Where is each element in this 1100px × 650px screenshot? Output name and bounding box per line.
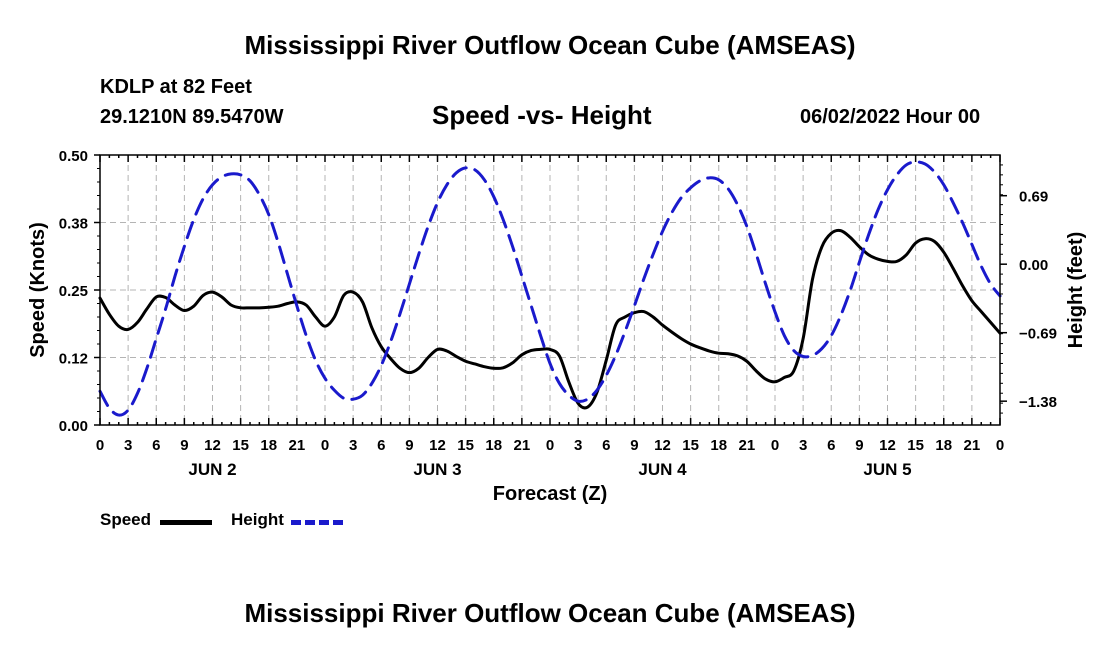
chart-main-title: Mississippi River Outflow Ocean Cube (AM…	[244, 30, 856, 60]
y-axis-right-label: Height (feet)	[1065, 232, 1087, 349]
station-label: KDLP at 82 Feet	[100, 76, 252, 98]
x-tick-label: 18	[935, 437, 952, 454]
day-label: JUN 5	[863, 460, 911, 479]
x-tick-label: 21	[514, 437, 531, 454]
series-layer	[98, 160, 1002, 417]
x-tick-label: 12	[654, 437, 671, 454]
x-tick-label: 6	[827, 437, 835, 454]
day-label: JUN 4	[638, 460, 687, 479]
speed-series-line	[98, 228, 1002, 410]
x-tick-label: 9	[180, 437, 188, 454]
y-left-tick-label: 0.00	[59, 418, 88, 435]
legend-height-label: Height	[231, 510, 284, 529]
x-tick-label: 18	[710, 437, 727, 454]
grid	[100, 155, 1000, 425]
y-left-tick-label: 0.50	[59, 148, 88, 165]
chart-subtitle: Speed -vs- Height	[432, 100, 652, 130]
x-tick-label: 9	[855, 437, 863, 454]
x-tick-label: 3	[799, 437, 807, 454]
height-series-line	[98, 160, 1002, 417]
x-tick-label: 21	[739, 437, 756, 454]
y-right-tick-label: 0.69	[1019, 189, 1048, 206]
y-right-tick-label: 0.00	[1019, 257, 1048, 274]
x-tick-label: 0	[321, 437, 329, 454]
x-tick-label: 12	[879, 437, 896, 454]
x-tick-label: 15	[907, 437, 924, 454]
x-tick-label: 0	[96, 437, 104, 454]
station-coordinates: 29.1210N 89.5470W	[100, 106, 284, 128]
x-tick-label: 9	[630, 437, 638, 454]
x-tick-label: 3	[124, 437, 132, 454]
day-label: JUN 3	[413, 460, 461, 479]
x-tick-label: 3	[349, 437, 357, 454]
x-tick-label: 18	[485, 437, 502, 454]
legend-height-swatch	[291, 520, 343, 525]
x-tick-label: 15	[232, 437, 249, 454]
x-tick-label: 0	[771, 437, 779, 454]
x-tick-label: 0	[546, 437, 554, 454]
y-left-tick-label: 0.12	[59, 351, 88, 368]
x-tick-label: 15	[457, 437, 474, 454]
x-tick-label: 6	[152, 437, 160, 454]
axis-ticks: 0 3 6 9 12 15 18 21 0 3 6 9 12 15 18 21 0 3 6 9 12 15 18 21 0 3 6 9…	[59, 148, 1057, 479]
y-axis-left-label: Speed (Knots)	[27, 222, 49, 358]
legend-speed-label: Speed	[100, 510, 152, 529]
y-left-tick-label: 0.25	[59, 283, 88, 300]
y-right-tick-label: −1.38	[1019, 394, 1057, 411]
x-tick-label: 15	[682, 437, 699, 454]
x-tick-label: 6	[602, 437, 610, 454]
x-tick-label: 12	[429, 437, 446, 454]
x-tick-label: 21	[964, 437, 981, 454]
x-tick-label: 6	[377, 437, 385, 454]
x-tick-label: 12	[204, 437, 221, 454]
x-tick-label: 0	[996, 437, 1004, 454]
x-tick-label: 9	[405, 437, 413, 454]
forecast-datetime: 06/02/2022 Hour 00	[800, 106, 981, 128]
x-tick-label: 21	[289, 437, 306, 454]
x-tick-label: 18	[260, 437, 277, 454]
day-label: JUN 2	[188, 460, 236, 479]
y-right-tick-label: −0.69	[1019, 326, 1057, 343]
x-tick-label: 3	[574, 437, 582, 454]
chart-main-title-repeat: Mississippi River Outflow Ocean Cube (AM…	[244, 598, 856, 628]
y-left-tick-label: 0.38	[59, 216, 88, 233]
x-axis-label: Forecast (Z)	[493, 483, 607, 505]
legend-speed-swatch	[160, 520, 212, 525]
